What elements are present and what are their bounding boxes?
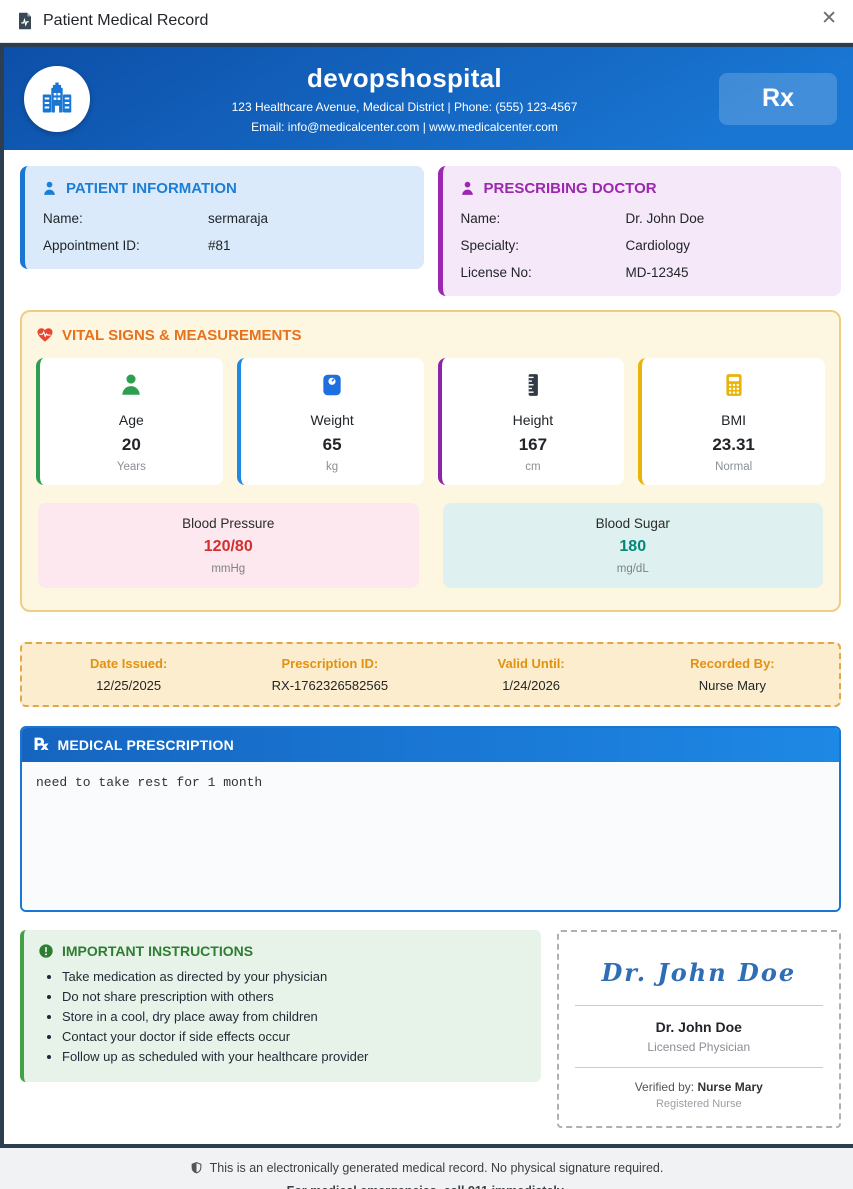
blood-pressure-panel: Blood Pressure 120/80 mmHg [38,503,419,588]
rx-icon: ℞ [34,735,50,755]
instruction-item: Contact your doctor if side effects occu… [62,1029,527,1044]
signature-doctor-role: Licensed Physician [647,1040,751,1054]
doctor-row: License No: MD-12345 [460,265,689,280]
instruction-item: Take medication as directed by your phys… [62,969,527,984]
medical-prescription-section: ℞ MEDICAL PRESCRIPTION need to take rest… [20,726,841,912]
meta-prescription-id: Prescription ID: RX-1762326582565 [271,656,389,693]
instruction-item: Store in a cool, dry place away from chi… [62,1009,527,1024]
signature-doctor-name: Dr. John Doe [655,1019,742,1035]
prescribing-doctor-panel: PRESCRIBING DOCTOR Name: Dr. John Doe Spe… [437,166,841,296]
doctor-row: Name: Dr. John Doe [460,211,705,226]
signature-box: Dr. John Doe Dr. John Doe Licensed Physi… [556,930,841,1128]
instruction-item: Follow up as scheduled with your healthc… [62,1049,527,1064]
disclaimer-bar: This is an electronically generated medi… [0,1148,853,1189]
medical-record: devopshospital 123 Healthcare Avenue, Me… [0,43,853,1148]
meta-recorded-by: Recorded By: Nurse Mary [690,656,775,693]
doctor-panel-title: PRESCRIBING DOCTOR [483,180,657,197]
patient-row: Appointment ID: #81 [43,238,231,253]
exclamation-circle-icon [39,944,53,958]
rx-badge: Rx [719,72,837,125]
verified-nurse-name: Nurse Mary [697,1080,763,1094]
meta-valid-until: Valid Until: 1/24/2026 [497,656,565,693]
person-icon [122,374,141,395]
ruler-icon [528,374,538,396]
patient-information-panel: PATIENT INFORMATION Name: sermaraja Appoi… [20,166,424,269]
vital-card-height: Height 167 cm [437,358,625,485]
instructions-title: IMPORTANT INSTRUCTIONS [62,943,254,959]
important-instructions-panel: IMPORTANT INSTRUCTIONS Take medication a… [20,930,541,1082]
instruction-item: Do not share prescription with others [62,989,527,1004]
modal-titlebar: Patient Medical Record ✕ [0,0,853,43]
hospital-name: devopshospital [307,63,502,93]
heart-pulse-icon [37,328,53,342]
patient-icon [44,181,55,195]
prescription-meta-strip: Date Issued: 12/25/2025 Prescription ID:… [20,642,841,707]
prescription-title: MEDICAL PRESCRIPTION [57,737,234,753]
hospital-contact: Email: info@medicalcenter.com | www.medi… [251,120,558,134]
shield-icon [191,1162,202,1174]
prescription-text: need to take rest for 1 month [22,762,839,910]
hospital-address: 123 Healthcare Avenue, Medical District … [231,100,578,114]
vital-card-weight: Weight 65 kg [236,358,424,485]
instructions-list: Take medication as directed by your phys… [38,969,527,1064]
modal-title: Patient Medical Record [43,12,209,29]
blood-sugar-panel: Blood Sugar 180 mg/dL [442,503,823,588]
modal-close-icon[interactable]: ✕ [821,7,837,29]
hospital-header: devopshospital 123 Healthcare Avenue, Me… [4,47,853,150]
hospital-logo [24,65,90,132]
doctor-icon [461,181,473,195]
doctor-row: Specialty: Cardiology [460,238,691,253]
meta-date-issued: Date Issued: 12/25/2025 [89,656,168,693]
scale-icon [323,374,341,396]
vitals-title: VITAL SIGNS & MEASUREMENTS [62,326,302,344]
vital-card-age: Age 20 Years [36,358,223,485]
file-medical-icon [16,12,34,30]
hospital-building-icon [42,82,72,112]
doctor-signature-script: Dr. John Doe [601,958,797,987]
patient-panel-title: PATIENT INFORMATION [66,180,237,197]
patient-row: Name: sermaraja [43,211,269,226]
disclaimer-line1: This is an electronically generated medi… [209,1161,664,1175]
vital-card-bmi: BMI 23.31 Normal [638,358,825,485]
signature-nurse-role: Registered Nurse [655,1098,742,1110]
calculator-icon [726,374,742,396]
vitals-section: VITAL SIGNS & MEASUREMENTS Age 20 Years [20,310,841,612]
signature-verified-line: Verified by: Nurse Mary [634,1080,763,1094]
disclaimer-line2: For medical emergencies, call 911 immedi… [10,1184,843,1189]
